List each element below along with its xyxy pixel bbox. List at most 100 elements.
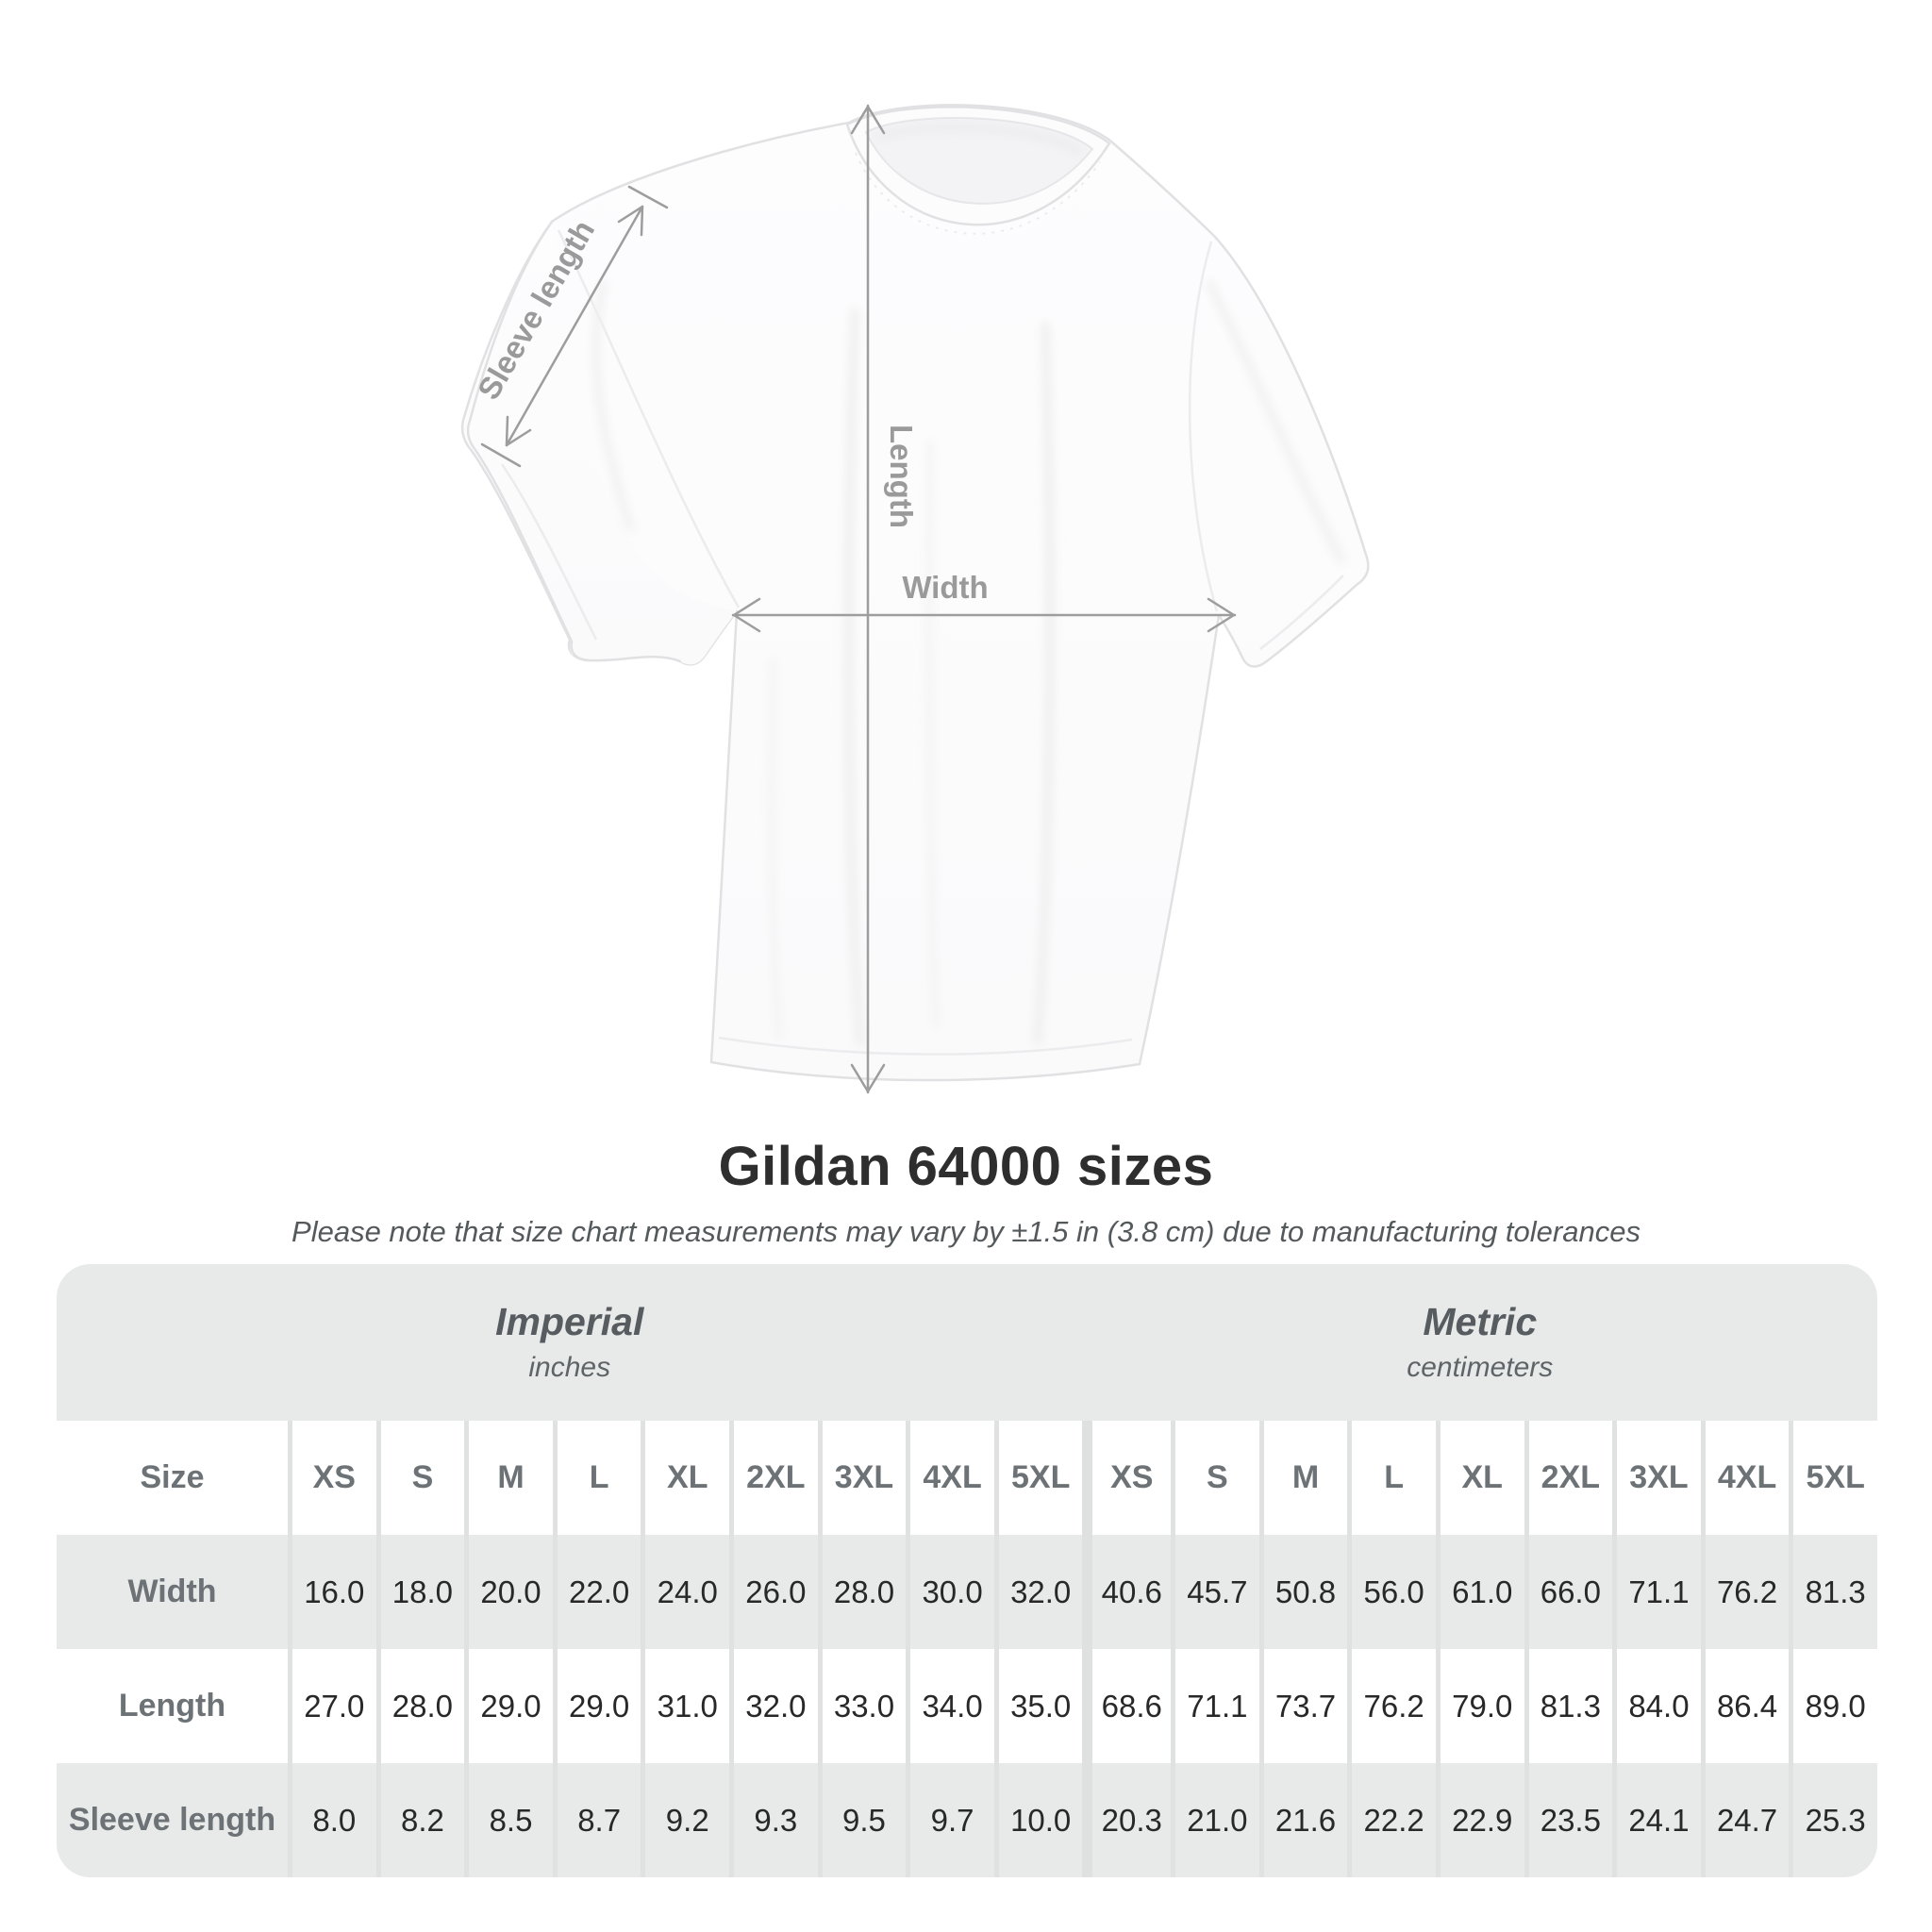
cell: 28.0 — [375, 1649, 465, 1763]
cell: 21.6 — [1258, 1763, 1348, 1877]
table-row-sleeve-length: Sleeve length 8.0 8.2 8.5 8.7 9.2 9.3 9.… — [57, 1763, 1877, 1877]
cell: 29.0 — [552, 1649, 641, 1763]
cell: 22.0 — [552, 1535, 641, 1649]
imperial-unit: inches — [528, 1351, 611, 1383]
size-col-header: 4XL — [906, 1421, 994, 1535]
cell: 29.0 — [464, 1649, 553, 1763]
cell: 45.7 — [1171, 1535, 1259, 1649]
metric-label: Metric — [1423, 1300, 1538, 1344]
table-row-length: Length 27.0 28.0 29.0 29.0 31.0 32.0 33.… — [57, 1649, 1877, 1763]
size-col-header: 2XL — [1524, 1421, 1613, 1535]
cell: 68.6 — [1082, 1649, 1172, 1763]
width-arrow — [731, 597, 1237, 633]
cell: 40.6 — [1082, 1535, 1172, 1649]
unit-group-header-row: Imperial inches Metric centimeters — [57, 1264, 1877, 1421]
cell: 32.0 — [993, 1535, 1083, 1649]
length-arrow — [850, 104, 886, 1094]
cell: 30.0 — [906, 1535, 994, 1649]
cell: 71.1 — [1171, 1649, 1259, 1763]
cell: 50.8 — [1258, 1535, 1348, 1649]
size-header-row: Size XS S M L XL 2XL 3XL 4XL 5XL XS S M … — [57, 1421, 1877, 1535]
cell: 8.5 — [464, 1763, 553, 1877]
size-col-header: M — [464, 1421, 553, 1535]
imperial-group-header: Imperial inches — [57, 1264, 1082, 1421]
cell: 24.7 — [1700, 1763, 1790, 1877]
cell: 33.0 — [817, 1649, 907, 1763]
cell: 21.0 — [1171, 1763, 1259, 1877]
cell: 56.0 — [1347, 1535, 1436, 1649]
size-col-header: XL — [641, 1421, 730, 1535]
size-col-header: 4XL — [1700, 1421, 1790, 1535]
tolerance-note: Please note that size chart measurements… — [291, 1215, 1641, 1248]
size-col-header: S — [1171, 1421, 1259, 1535]
row-label: Sleeve length — [57, 1763, 288, 1877]
cell: 20.3 — [1082, 1763, 1172, 1877]
cell: 22.2 — [1347, 1763, 1436, 1877]
cell: 81.3 — [1524, 1649, 1613, 1763]
page-title: Gildan 64000 sizes — [718, 1136, 1214, 1197]
cell: 23.5 — [1524, 1763, 1613, 1877]
width-dimension-label: Width — [902, 570, 988, 605]
cell: 22.9 — [1435, 1763, 1524, 1877]
cell: 66.0 — [1524, 1535, 1613, 1649]
cell: 34.0 — [906, 1649, 994, 1763]
size-col-header: S — [375, 1421, 465, 1535]
sleeve-length-arrow — [480, 185, 669, 468]
cell: 28.0 — [817, 1535, 907, 1649]
cell: 20.0 — [464, 1535, 553, 1649]
tshirt-measurement-diagram: Length Width Sleeve length — [460, 104, 1370, 1094]
cell: 35.0 — [993, 1649, 1083, 1763]
cell: 10.0 — [993, 1763, 1083, 1877]
row-label: Width — [57, 1535, 288, 1649]
cell: 32.0 — [729, 1649, 818, 1763]
cell: 18.0 — [375, 1535, 465, 1649]
cell: 24.0 — [641, 1535, 730, 1649]
size-col-header: L — [1347, 1421, 1436, 1535]
cell: 9.3 — [729, 1763, 818, 1877]
metric-group-header: Metric centimeters — [1082, 1264, 1877, 1421]
cell: 76.2 — [1347, 1649, 1436, 1763]
cell: 8.0 — [288, 1763, 376, 1877]
size-table: Imperial inches Metric centimeters Size … — [57, 1264, 1877, 1877]
cell: 76.2 — [1700, 1535, 1790, 1649]
cell: 73.7 — [1258, 1649, 1348, 1763]
cell: 16.0 — [288, 1535, 376, 1649]
cell: 9.2 — [641, 1763, 730, 1877]
size-table-card: Imperial inches Metric centimeters Size … — [57, 1264, 1877, 1877]
size-col-header: XS — [1082, 1421, 1172, 1535]
cell: 61.0 — [1435, 1535, 1524, 1649]
tshirt-photo — [460, 104, 1370, 1082]
size-col-header: L — [552, 1421, 641, 1535]
cell: 8.7 — [552, 1763, 641, 1877]
cell: 86.4 — [1700, 1649, 1790, 1763]
length-dimension-label: Length — [884, 425, 919, 528]
cell: 9.5 — [817, 1763, 907, 1877]
size-corner-header: Size — [57, 1421, 288, 1535]
cell: 27.0 — [288, 1649, 376, 1763]
cell: 84.0 — [1612, 1649, 1701, 1763]
imperial-label: Imperial — [495, 1300, 644, 1344]
size-col-header: 3XL — [1612, 1421, 1701, 1535]
size-col-header: XS — [288, 1421, 376, 1535]
cell: 89.0 — [1789, 1649, 1877, 1763]
table-row-width: Width 16.0 18.0 20.0 22.0 24.0 26.0 28.0… — [57, 1535, 1877, 1649]
row-label: Length — [57, 1649, 288, 1763]
cell: 71.1 — [1612, 1535, 1701, 1649]
cell: 9.7 — [906, 1763, 994, 1877]
cell: 81.3 — [1789, 1535, 1877, 1649]
cell: 25.3 — [1789, 1763, 1877, 1877]
cell: 24.1 — [1612, 1763, 1701, 1877]
collar — [845, 106, 1111, 235]
cell: 8.2 — [375, 1763, 465, 1877]
size-col-header: XL — [1435, 1421, 1524, 1535]
metric-unit: centimeters — [1407, 1351, 1554, 1383]
size-col-header: 2XL — [729, 1421, 818, 1535]
cell: 31.0 — [641, 1649, 730, 1763]
cell: 26.0 — [729, 1535, 818, 1649]
size-col-header: 3XL — [817, 1421, 907, 1535]
size-col-header: 5XL — [993, 1421, 1083, 1535]
size-col-header: M — [1258, 1421, 1348, 1535]
cell: 79.0 — [1435, 1649, 1524, 1763]
size-col-header: 5XL — [1789, 1421, 1877, 1535]
